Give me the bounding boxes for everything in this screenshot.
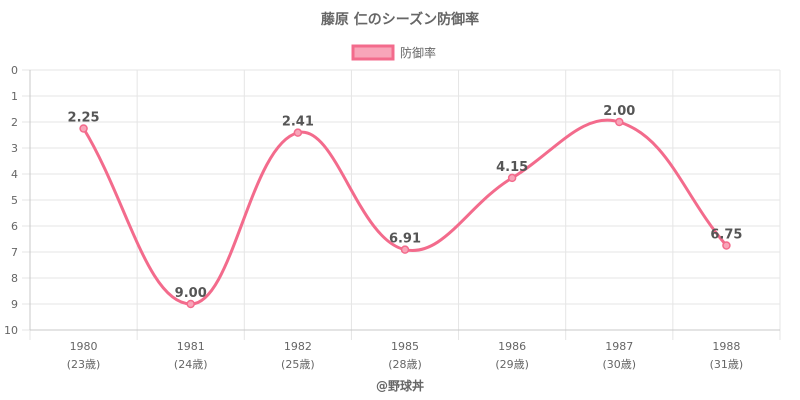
data-value-label: 6.75 [710, 228, 742, 243]
data-value-label: 9.00 [175, 286, 207, 301]
data-value-label: 2.00 [603, 104, 635, 119]
data-labels: 2.25 9.00 2.41 6.91 4.15 2.00 6.75 [68, 104, 743, 301]
x-tick-label: 1980 [70, 340, 98, 353]
data-value-label: 2.25 [68, 111, 100, 126]
data-point [400, 245, 410, 254]
legend-label: 防御率 [400, 45, 436, 60]
x-tick-sublabel: (28歳) [388, 358, 422, 371]
grid [22, 69, 781, 340]
x-tick-sublabel: (23歳) [67, 358, 101, 371]
x-tick-sublabel: (29歳) [495, 358, 529, 371]
y-tick-label: 6 [11, 220, 18, 233]
x-tick-sublabel: (25歳) [281, 358, 315, 371]
x-tick-label: 1982 [284, 340, 312, 353]
y-tick-label: 1 [11, 90, 18, 103]
x-tick-label: 1986 [498, 340, 526, 353]
x-axis: 1980 (23歳) 1981 (24歳) 1982 (25歳) 1985 (28歳) 1986… [67, 340, 743, 371]
y-tick-label: 5 [11, 194, 18, 207]
y-axis: 0 1 2 3 4 5 6 7 8 9 10 [4, 64, 18, 337]
data-point [293, 128, 303, 137]
legend-swatch [351, 44, 395, 61]
data-point [722, 241, 731, 250]
x-tick-label: 1985 [391, 340, 419, 353]
data-value-label: 2.41 [282, 115, 314, 130]
y-tick-label: 4 [11, 168, 18, 181]
data-value-label: 4.15 [496, 160, 528, 175]
data-point [615, 117, 624, 127]
data-point [186, 299, 195, 309]
source-credit: @野球丼 [376, 378, 424, 393]
y-tick-label: 9 [11, 298, 18, 311]
series [79, 117, 731, 309]
x-tick-sublabel: (31歳) [710, 358, 744, 371]
data-point [79, 124, 88, 133]
y-tick-label: 2 [11, 116, 18, 129]
chart-title: 藤原 仁のシーズン防御率 [321, 11, 479, 28]
x-tick-label: 1981 [177, 340, 205, 353]
y-tick-label: 8 [11, 272, 18, 285]
x-tick-sublabel: (30歳) [602, 358, 636, 371]
x-tick-label: 1988 [712, 340, 740, 353]
data-point [507, 173, 517, 183]
x-tick-label: 1987 [605, 340, 633, 353]
y-tick-label: 7 [11, 246, 18, 259]
x-tick-sublabel: (24歳) [174, 358, 208, 371]
y-tick-label: 0 [11, 64, 18, 77]
legend[interactable]: 防御率 [351, 44, 436, 61]
y-tick-label: 10 [4, 324, 18, 337]
data-value-label: 6.91 [389, 232, 421, 247]
y-tick-label: 3 [11, 142, 18, 155]
